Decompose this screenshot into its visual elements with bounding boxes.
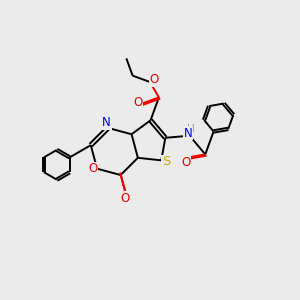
Text: O: O bbox=[88, 162, 97, 175]
Text: O: O bbox=[134, 95, 143, 109]
Text: N: N bbox=[184, 127, 193, 140]
Text: O: O bbox=[149, 73, 158, 86]
Text: O: O bbox=[182, 156, 191, 169]
Text: H: H bbox=[187, 124, 195, 134]
Text: O: O bbox=[121, 192, 130, 205]
Text: S: S bbox=[162, 155, 170, 168]
Text: N: N bbox=[102, 116, 111, 129]
